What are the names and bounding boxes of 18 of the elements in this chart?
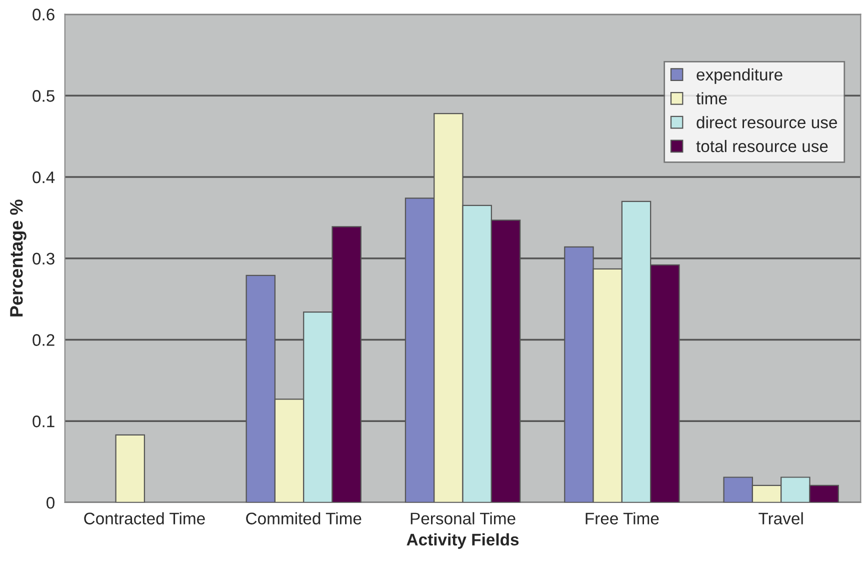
y-tick-label: 0.4	[32, 171, 55, 184]
legend-label: time	[696, 92, 727, 104]
y-tick-label: 0.5	[32, 90, 54, 102]
legend-label: expenditure	[696, 68, 782, 84]
x-tick-label: Personal Time	[410, 512, 516, 524]
y-tick-label: 0.1	[32, 416, 54, 428]
x-tick-label: Commited Time	[246, 512, 362, 524]
y-tick-label: 0.3	[32, 252, 54, 265]
x-tick-label: Travel	[758, 512, 803, 524]
y-tick-label: 0.2	[32, 334, 54, 346]
x-axis-title: Activity Fields	[406, 533, 519, 549]
legend-label: direct resource use	[696, 116, 837, 128]
x-tick-label: Free Time	[586, 512, 659, 524]
y-axis-title: Percentage %	[10, 200, 26, 316]
y-tick-label: 0.6	[32, 8, 54, 20]
y-tick-label: 0	[46, 496, 54, 509]
x-tick-label: Contracted Time	[84, 512, 205, 524]
legend-label: total resource use	[696, 140, 828, 152]
